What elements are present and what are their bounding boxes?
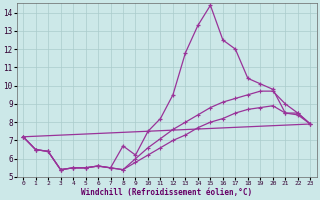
X-axis label: Windchill (Refroidissement éolien,°C): Windchill (Refroidissement éolien,°C) <box>81 188 252 197</box>
